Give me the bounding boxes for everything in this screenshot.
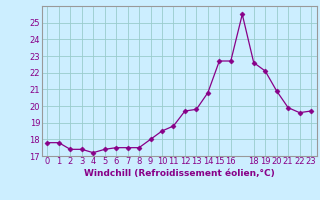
X-axis label: Windchill (Refroidissement éolien,°C): Windchill (Refroidissement éolien,°C) [84,169,275,178]
